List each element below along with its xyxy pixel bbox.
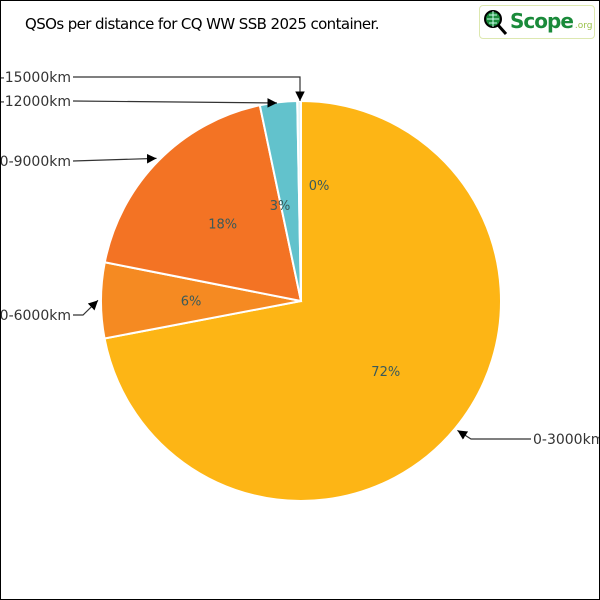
pie-slice-12000-15000km[interactable] (296, 99, 302, 302)
leader-line (73, 76, 305, 101)
pie-slice-0-3000km[interactable] (103, 99, 502, 502)
leader-line (457, 429, 531, 440)
magnifier-globe-icon (484, 10, 508, 35)
leader-line (72, 98, 278, 108)
slice-percent-label: 18% (208, 218, 237, 233)
pie-slice-6000-9000km[interactable] (103, 104, 303, 303)
chart-title: QSOs per distance for CQ WW SSB 2025 con… (25, 15, 380, 33)
leader-line (72, 153, 157, 164)
logo-suffix: .org (574, 21, 593, 31)
logo-wordmark: Scope .org (510, 9, 593, 33)
slice-percent-label: 0% (309, 179, 330, 194)
slice-percent-label: 6% (181, 295, 202, 310)
slice-name-label: 6000-9000km (1, 154, 71, 170)
slice-name-label: 12000-15000km (1, 70, 71, 86)
slice-name-label: 0-3000km (533, 432, 599, 448)
leader-line (73, 299, 99, 316)
slice-name-label: 3000-6000km (1, 308, 71, 324)
logo-text: Scope (510, 9, 574, 33)
slice-name-label: 9000-12000km (1, 94, 71, 110)
slice-percent-label: 72% (371, 365, 400, 380)
qscope-logo[interactable]: Scope .org (479, 5, 595, 39)
slice-percent-label: 3% (270, 199, 291, 214)
